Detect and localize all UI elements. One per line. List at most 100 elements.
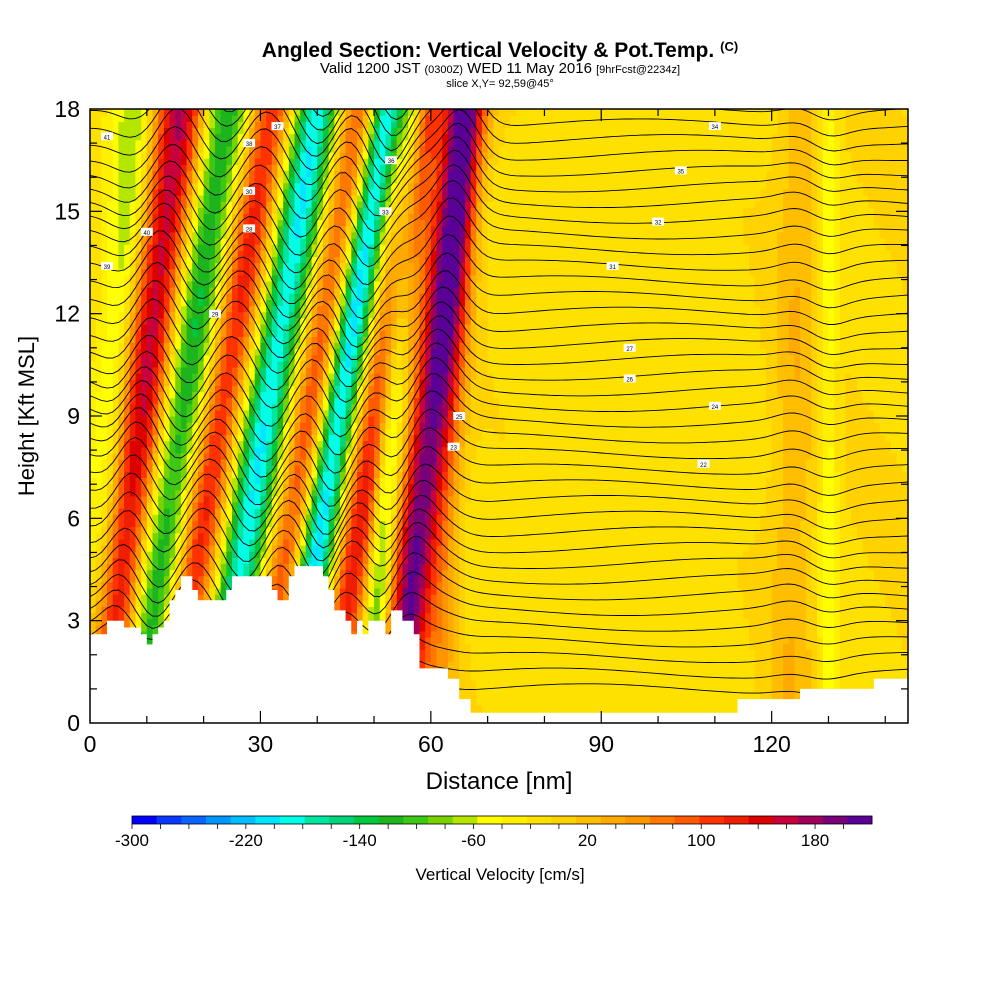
velocity-cell xyxy=(391,526,398,534)
velocity-cell xyxy=(578,569,585,577)
velocity-cell xyxy=(521,581,528,589)
velocity-cell xyxy=(521,655,528,663)
velocity-cell xyxy=(811,557,818,564)
velocity-cell xyxy=(209,587,216,595)
velocity-cell xyxy=(141,606,148,614)
velocity-cell xyxy=(317,544,324,552)
velocity-cell xyxy=(669,649,676,657)
velocity-cell xyxy=(260,538,267,546)
velocity-cell xyxy=(237,520,244,528)
velocity-cell xyxy=(481,686,489,693)
velocity-cell xyxy=(572,575,580,583)
velocity-cell xyxy=(572,704,580,712)
velocity-cell xyxy=(510,508,517,515)
velocity-cell xyxy=(845,520,852,528)
velocity-cell xyxy=(652,587,659,595)
velocity-cell xyxy=(601,637,608,644)
velocity-cell xyxy=(95,508,102,515)
velocity-cell xyxy=(885,612,892,620)
velocity-cell xyxy=(794,649,801,657)
velocity-cell xyxy=(481,587,489,595)
velocity-cell xyxy=(777,612,784,620)
velocity-cell xyxy=(743,673,750,681)
velocity-cell xyxy=(538,594,546,601)
velocity-cell xyxy=(578,606,585,614)
velocity-cell xyxy=(783,594,790,601)
velocity-cell xyxy=(777,569,784,577)
velocity-cell xyxy=(686,514,693,521)
velocity-cell xyxy=(101,532,108,540)
velocity-cell xyxy=(146,563,154,571)
velocity-cell xyxy=(379,569,386,577)
velocity-cell xyxy=(436,594,443,601)
velocity-cell xyxy=(714,612,722,620)
velocity-cell xyxy=(788,686,795,693)
velocity-cell xyxy=(476,587,483,595)
velocity-cell xyxy=(618,643,625,650)
velocity-cell xyxy=(470,643,477,650)
velocity-cell xyxy=(374,520,381,528)
velocity-cell xyxy=(169,514,176,521)
velocity-cell xyxy=(606,526,614,534)
velocity-cell xyxy=(663,600,671,607)
velocity-cell xyxy=(555,637,563,644)
velocity-cell xyxy=(771,526,778,534)
velocity-cell xyxy=(714,606,722,614)
velocity-cell xyxy=(487,581,494,589)
velocity-cell xyxy=(487,637,494,644)
velocity-cell xyxy=(663,514,671,521)
velocity-cell xyxy=(686,594,693,601)
velocity-cell xyxy=(538,618,546,626)
velocity-cell xyxy=(413,581,421,589)
velocity-cell xyxy=(828,624,835,632)
velocity-cell xyxy=(896,643,903,650)
velocity-cell xyxy=(442,520,449,528)
velocity-cell xyxy=(584,606,591,614)
velocity-cell xyxy=(237,514,244,521)
velocity-cell xyxy=(879,624,886,632)
velocity-cell xyxy=(317,508,324,515)
velocity-cell xyxy=(288,569,296,577)
velocity-cell xyxy=(402,587,409,595)
velocity-cell xyxy=(453,520,460,528)
velocity-cell xyxy=(623,698,631,706)
velocity-cell xyxy=(771,532,778,540)
velocity-cell xyxy=(425,637,432,644)
velocity-cell xyxy=(516,686,523,693)
velocity-cell xyxy=(311,508,318,515)
velocity-cell xyxy=(817,618,824,626)
velocity-cell xyxy=(714,692,722,700)
velocity-cell xyxy=(209,575,216,583)
velocity-cell xyxy=(890,637,898,644)
velocity-cell xyxy=(481,569,489,577)
velocity-cell xyxy=(459,612,466,620)
velocity-cell xyxy=(811,661,818,669)
velocity-cell xyxy=(595,630,602,638)
velocity-cell xyxy=(533,704,540,712)
velocity-cell xyxy=(362,520,369,528)
velocity-cell xyxy=(879,673,886,681)
velocity-cell xyxy=(499,630,506,638)
velocity-cell xyxy=(794,538,801,546)
velocity-cell xyxy=(436,630,443,638)
velocity-cell xyxy=(379,514,386,521)
velocity-cell xyxy=(595,563,602,571)
velocity-cell xyxy=(90,594,97,601)
velocity-cell xyxy=(544,551,551,558)
velocity-cell xyxy=(555,667,563,675)
velocity-cell xyxy=(692,551,699,558)
velocity-cell xyxy=(641,569,648,577)
velocity-cell xyxy=(652,698,659,706)
velocity-cell xyxy=(351,600,358,607)
velocity-cell xyxy=(555,612,563,620)
velocity-cell xyxy=(260,526,267,534)
velocity-cell xyxy=(800,532,807,540)
velocity-cell xyxy=(839,606,847,614)
velocity-cell xyxy=(527,508,534,515)
velocity-cell xyxy=(112,514,119,521)
velocity-cell xyxy=(754,643,761,650)
velocity-cell xyxy=(709,661,716,669)
velocity-cell xyxy=(822,673,830,681)
velocity-cell xyxy=(101,557,108,564)
velocity-cell xyxy=(731,594,739,601)
